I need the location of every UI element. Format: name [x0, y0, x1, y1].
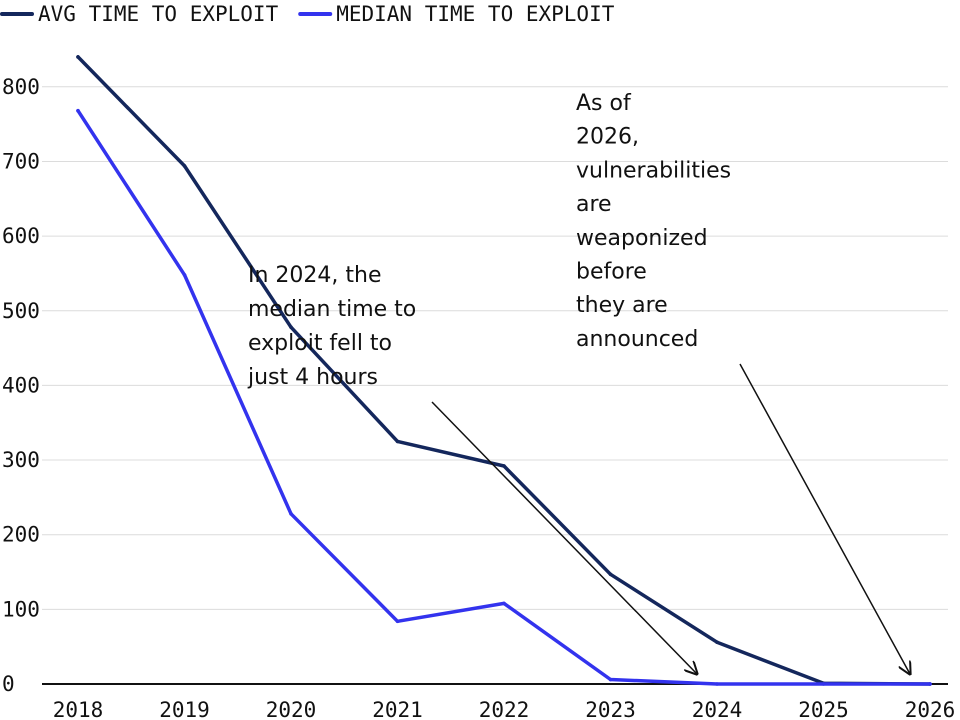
legend-label: MEDIAN TIME TO EXPLOIT [336, 2, 615, 26]
y-tick-label: 500 [2, 299, 40, 323]
data-point [821, 682, 826, 686]
legend-label: AVG TIME TO EXPLOIT [38, 2, 279, 26]
annotation-text-line: weaponized [576, 226, 708, 251]
y-tick-label: 100 [2, 597, 40, 621]
annotation-text-line: exploit fell to [248, 331, 392, 356]
series-avg [76, 55, 932, 686]
data-point [76, 108, 80, 113]
y-axis-tick-labels: 0 100 200 300 400 500 600 700 800 [2, 75, 40, 696]
y-tick-label: 600 [2, 224, 40, 248]
data-point [182, 164, 187, 168]
x-tick-label: 2026 [905, 698, 956, 720]
annotation-text-line: just 4 hours [247, 365, 378, 390]
annotation-text-line: median time to [248, 297, 416, 322]
data-point [502, 464, 506, 468]
annotations: In 2024, the median time to exploit fell t… [247, 91, 910, 674]
x-axis-tick-labels: 2018 2019 2020 2021 2022 2023 2024 2025 2026 [53, 698, 956, 720]
x-tick-label: 2024 [692, 698, 743, 720]
annotation-text-line: are [576, 192, 612, 217]
legend: AVG TIME TO EXPLOIT MEDIAN TIME TO EXPLOI… [0, 2, 615, 26]
x-tick-label: 2018 [53, 698, 104, 720]
gridlines [42, 86, 948, 610]
data-point [76, 55, 80, 59]
annotation-text-line: they are [576, 293, 668, 318]
data-point [608, 572, 613, 577]
x-tick-label: 2019 [159, 698, 210, 720]
data-point [928, 682, 932, 686]
y-tick-label: 800 [2, 75, 40, 99]
legend-item: MEDIAN TIME TO EXPLOIT [298, 2, 615, 26]
annotation-text-line: 2026, [576, 125, 639, 150]
y-tick-label: 700 [2, 149, 40, 173]
series-median [76, 108, 932, 686]
annotation-arrow [739, 363, 910, 674]
data-point [182, 273, 187, 277]
x-tick-label: 2022 [479, 698, 530, 720]
annotation-text-line: before [576, 260, 647, 285]
series-lines [76, 55, 932, 686]
x-tick-label: 2020 [266, 698, 317, 720]
annotation-1: In 2024, the median time to exploit fell t… [247, 263, 697, 674]
annotation-text-line: As of [576, 91, 632, 116]
data-point [715, 682, 719, 686]
x-tick-label: 2023 [585, 698, 636, 720]
annotation-2: As of 2026, vulnerabilities are weaponized be… [576, 91, 910, 674]
y-tick-label: 300 [2, 448, 40, 472]
y-tick-label: 200 [2, 523, 40, 547]
series-line [76, 55, 932, 686]
x-tick-label: 2025 [798, 698, 849, 720]
data-point [502, 601, 506, 606]
data-point [715, 640, 719, 644]
annotation-text-line: announced [576, 327, 698, 352]
data-point [289, 325, 293, 329]
legend-item: AVG TIME TO EXPLOIT [0, 2, 279, 26]
annotation-text-line: vulnerabilities [576, 158, 731, 183]
x-tick-label: 2021 [372, 698, 423, 720]
data-point [608, 677, 613, 682]
data-point [395, 439, 400, 444]
annotation-text-line: In 2024, the [248, 263, 382, 288]
annotation-arrow [431, 401, 697, 674]
y-tick-label: 0 [2, 672, 15, 696]
y-tick-label: 400 [2, 373, 40, 397]
data-point [395, 619, 400, 624]
data-point [289, 511, 293, 516]
